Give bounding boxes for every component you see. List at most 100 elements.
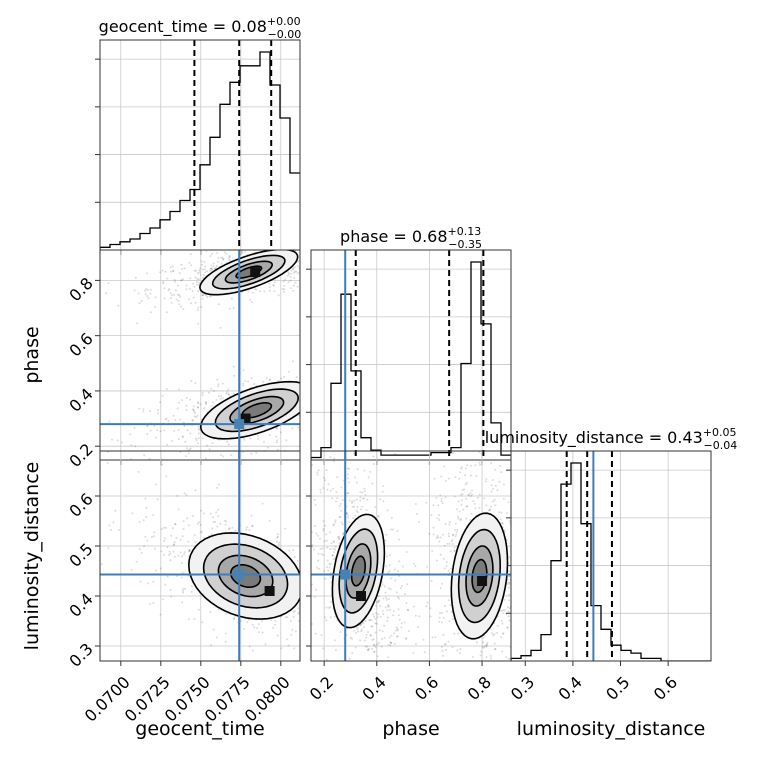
sample-point [311, 463, 314, 466]
sample-point [338, 537, 341, 540]
sample-point [468, 494, 470, 497]
sample-point [294, 266, 297, 269]
sample-point [326, 600, 328, 602]
sample-point [405, 637, 408, 640]
sample-point [200, 260, 203, 263]
sample-point [292, 266, 295, 269]
sample-point [466, 464, 469, 467]
sample-point [318, 633, 320, 635]
sample-point [364, 645, 367, 648]
sample-point [205, 401, 208, 404]
sample-point [363, 497, 366, 500]
sample-point [311, 544, 314, 547]
sample-point [329, 456, 332, 459]
sample-point [440, 433, 442, 435]
sample-point [399, 587, 402, 590]
sample-point [179, 551, 182, 554]
sample-point [507, 570, 510, 572]
sample-point [180, 263, 183, 266]
sample-point [483, 645, 486, 648]
sample-point [188, 448, 191, 451]
sample-point [297, 272, 300, 275]
sample-point [129, 433, 132, 436]
sample-point [320, 247, 322, 249]
sample-point [182, 587, 185, 590]
sample-point [192, 409, 195, 412]
sample-point [273, 246, 275, 248]
sample-point [225, 392, 228, 395]
sample-point [445, 561, 448, 563]
sample-point [285, 439, 288, 442]
sample-point [312, 254, 314, 256]
sample-point [314, 504, 317, 506]
hist-panel-phase: phase = 0.68+0.13 −0.35 [306, 225, 512, 465]
sample-point [204, 268, 206, 271]
sample-point [445, 565, 448, 568]
sample-point [513, 491, 515, 493]
sample-point [198, 281, 201, 284]
sample-point [523, 568, 525, 570]
sample-point [508, 599, 510, 602]
sample-point [294, 556, 296, 558]
x-axis-label-geocent_time: geocent_time [135, 718, 264, 740]
sample-point [371, 482, 374, 485]
sample-point [474, 507, 477, 510]
sample-point [188, 549, 191, 552]
sample-point [329, 563, 332, 566]
sample-point [204, 457, 207, 460]
sample-point [262, 380, 265, 383]
sample-point [309, 660, 311, 662]
sample-point [394, 579, 397, 582]
sample-point [312, 253, 314, 255]
sample-point [369, 618, 372, 621]
sample-point [444, 698, 446, 700]
sample-point [191, 290, 194, 292]
sample-point [308, 393, 310, 395]
sample-point [247, 380, 250, 383]
sample-point [212, 401, 215, 404]
sample-point [217, 385, 220, 388]
sample-point [327, 483, 330, 486]
sample-point [187, 540, 190, 543]
sample-point [348, 499, 351, 502]
sample-point [255, 288, 258, 291]
sample-point [477, 496, 479, 499]
sample-point [118, 529, 120, 531]
sample-point [54, 432, 56, 434]
sample-point [219, 522, 222, 525]
sample-point [220, 454, 223, 457]
sample-point [211, 252, 213, 255]
sample-point [404, 637, 407, 640]
sample-point [172, 270, 175, 272]
sample-point [500, 636, 503, 639]
sample-point [508, 619, 511, 622]
x-tick-label-luminosity_distance: 0.4 [554, 673, 585, 704]
sample-point [167, 420, 170, 422]
title-plus: +0.05 [703, 426, 737, 439]
sample-point [529, 486, 531, 488]
sample-point [367, 649, 370, 652]
sample-point [416, 512, 418, 515]
sample-point [335, 357, 337, 359]
sample-point [308, 383, 310, 385]
sample-point [300, 397, 302, 399]
sample-point [354, 476, 356, 479]
sample-point [114, 509, 117, 512]
sample-point [351, 637, 353, 640]
sample-point [455, 531, 458, 534]
sample-point [304, 273, 306, 275]
sample-point [303, 274, 305, 276]
sample-point [444, 480, 447, 482]
sample-point [138, 548, 141, 550]
sample-point [185, 284, 188, 287]
sample-point [485, 480, 487, 483]
sample-point [374, 506, 377, 509]
sample-point [201, 437, 204, 440]
sample-point [454, 680, 456, 682]
sample-point [414, 614, 417, 617]
sample-point [307, 392, 309, 394]
sample-point [371, 625, 374, 628]
sample-point [297, 260, 300, 263]
sample-point [263, 440, 265, 443]
sample-point [454, 522, 457, 525]
